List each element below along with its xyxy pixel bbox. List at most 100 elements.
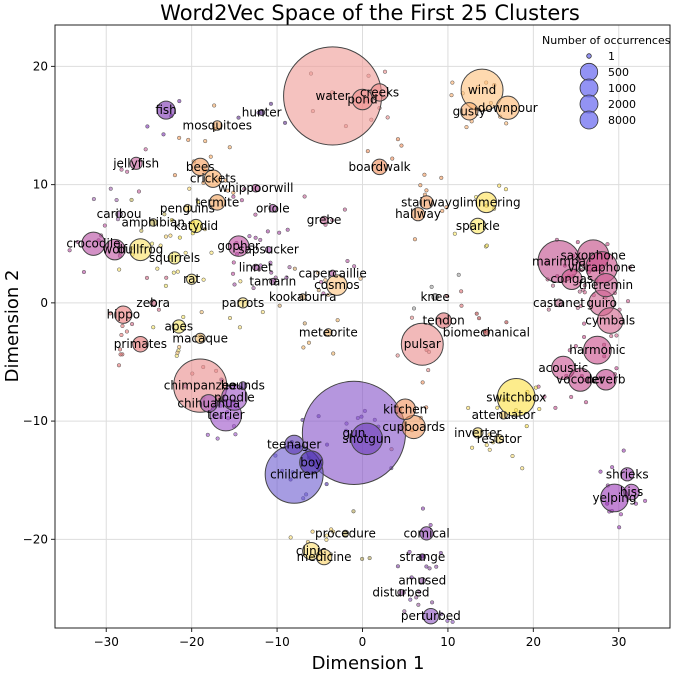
minor-point — [108, 311, 113, 316]
minor-point — [427, 566, 432, 571]
minor-point — [417, 590, 422, 595]
minor-point — [102, 223, 107, 228]
minor-point — [428, 522, 433, 528]
word-label-poodle: poodle — [214, 390, 255, 404]
bubble-strange — [418, 553, 426, 561]
y-tick-label: −20 — [23, 532, 48, 546]
minor-point — [130, 321, 135, 327]
minor-point — [172, 173, 177, 178]
bubble-resistor — [494, 433, 505, 444]
minor-point — [426, 368, 431, 373]
word-label-termite: termite — [195, 195, 239, 209]
minor-point — [151, 325, 156, 330]
word-label-amphibian: amphibian — [121, 215, 185, 229]
axis-ticks: −30 −20 −10 0 10 20 30 −20 −10 0 10 20 — [23, 59, 627, 649]
word-label-knee: knee — [420, 290, 449, 304]
word-label-kitchen: kitchen — [383, 402, 427, 416]
y-tick-label: 20 — [33, 59, 48, 73]
grid-lines — [55, 25, 670, 628]
x-tick-label: 20 — [526, 635, 541, 649]
legend-marker-1 — [586, 53, 592, 59]
word-label-strange: strange — [399, 550, 445, 564]
minor-point — [402, 609, 407, 614]
minor-point — [323, 278, 328, 283]
bubble-boardwalk — [371, 158, 388, 176]
minor-point — [212, 103, 217, 108]
bubble-zebra — [149, 299, 157, 307]
word-label-jellyfish: jellyfish — [112, 156, 159, 170]
minor-point — [614, 366, 619, 371]
minor-point — [360, 556, 365, 561]
word-label-reverb: reverb — [586, 373, 625, 387]
minor-point — [158, 243, 163, 248]
bubble-parrots — [237, 297, 249, 309]
word-label-switchbox: switchbox — [486, 390, 546, 404]
word-label-boardwalk: boardwalk — [349, 160, 411, 174]
bubble-squirrels — [168, 251, 182, 265]
bubble-layer — [67, 46, 648, 625]
chart-title: Word2Vec Space of the First 25 Clusters — [160, 1, 580, 25]
bubble-reverb — [595, 368, 617, 391]
word-label-capercaillie: capercaillie — [298, 266, 366, 280]
minor-point — [265, 229, 270, 234]
word-label-yelping: yelping — [592, 491, 636, 505]
minor-point — [253, 212, 258, 217]
minor-point — [569, 394, 574, 400]
word-label-glimmering: glimmering — [452, 195, 521, 209]
minor-point — [162, 212, 167, 217]
bubble-cymbals — [596, 307, 624, 334]
x-axis-label: Dimension 1 — [312, 653, 425, 674]
minor-point — [324, 537, 329, 542]
y-tick-label: 10 — [33, 178, 48, 192]
minor-point — [490, 440, 496, 445]
minor-point — [319, 279, 324, 285]
minor-point — [537, 407, 542, 412]
minor-point — [633, 501, 639, 506]
minor-point — [277, 230, 282, 235]
word-label-inverter: inverter — [454, 426, 501, 440]
minor-point — [268, 260, 273, 265]
minor-point — [484, 243, 489, 248]
word-label-grebe: grebe — [307, 213, 342, 227]
x-tick-label: −20 — [179, 635, 204, 649]
bubble-pulsar — [400, 322, 444, 366]
minor-point — [225, 188, 230, 193]
minor-point — [277, 303, 282, 308]
bubble-shrieks — [620, 467, 635, 482]
bubble-bees — [191, 157, 210, 177]
minor-point — [617, 525, 622, 530]
bubble-wind — [460, 68, 504, 112]
word-label-penguins: penguins — [160, 201, 215, 215]
minor-point — [227, 145, 232, 150]
bubble-hiss — [623, 483, 640, 501]
minor-point — [324, 482, 329, 487]
word-label-squirrels: squirrels — [149, 251, 200, 265]
minor-point — [614, 333, 619, 338]
minor-point — [553, 405, 558, 410]
word-label-chihuahua: chihuahua — [177, 396, 240, 410]
minor-point — [424, 405, 429, 410]
minor-point — [466, 405, 471, 410]
minor-point — [582, 334, 587, 340]
minor-point — [161, 132, 166, 137]
word-label-primates: primates — [114, 337, 167, 351]
minor-point — [330, 218, 335, 223]
word-label-tamarin: tamarin — [249, 275, 296, 289]
minor-point — [367, 556, 372, 561]
bubble-shotgun — [350, 422, 384, 456]
minor-point — [476, 316, 482, 321]
bubble-tendon — [435, 312, 452, 329]
minor-point — [231, 190, 236, 195]
word-label-disturbed: disturbed — [372, 586, 429, 600]
word-label-shotgun: shotgun — [342, 432, 391, 446]
minor-point — [177, 135, 182, 140]
bubble-jellyfish — [129, 156, 143, 170]
word-label-teenager: teenager — [267, 438, 321, 452]
legend-title: Number of occurrences — [542, 34, 671, 47]
bubble-tamarin — [269, 277, 277, 286]
bubble-cosmos — [326, 274, 348, 296]
minor-point — [409, 315, 415, 320]
word-label-crocodile: crocodile — [66, 237, 120, 251]
minor-point — [175, 269, 180, 274]
